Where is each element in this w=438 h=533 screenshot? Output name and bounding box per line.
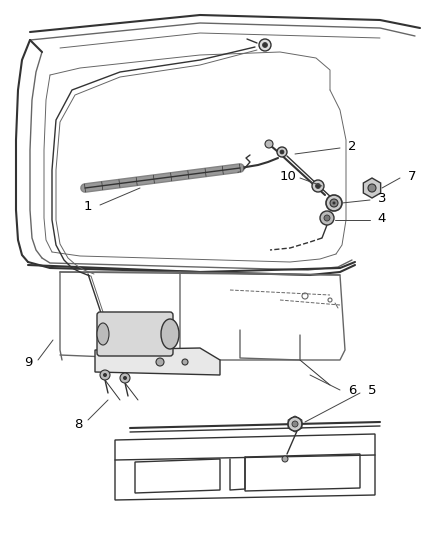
Circle shape — [120, 373, 130, 383]
Circle shape — [330, 199, 338, 207]
Polygon shape — [95, 348, 220, 375]
Circle shape — [277, 147, 287, 157]
Text: 9: 9 — [24, 357, 32, 369]
Text: 8: 8 — [74, 417, 82, 431]
Text: 5: 5 — [368, 384, 376, 397]
Circle shape — [332, 201, 336, 205]
Circle shape — [262, 43, 268, 47]
Circle shape — [103, 373, 107, 377]
Circle shape — [292, 421, 298, 427]
Text: 7: 7 — [408, 171, 416, 183]
Circle shape — [156, 358, 164, 366]
Text: 10: 10 — [279, 169, 297, 182]
Circle shape — [282, 456, 288, 462]
Circle shape — [315, 183, 321, 189]
Circle shape — [123, 376, 127, 380]
Text: 2: 2 — [348, 141, 356, 154]
Circle shape — [265, 140, 273, 148]
Circle shape — [326, 195, 342, 211]
Circle shape — [288, 417, 302, 431]
Ellipse shape — [97, 323, 109, 345]
Circle shape — [320, 211, 334, 225]
Text: 1: 1 — [84, 200, 92, 214]
Text: 3: 3 — [378, 192, 386, 206]
Circle shape — [368, 184, 376, 192]
Circle shape — [182, 359, 188, 365]
Circle shape — [312, 180, 324, 192]
Text: 4: 4 — [378, 212, 386, 224]
Circle shape — [259, 39, 271, 51]
Ellipse shape — [161, 319, 179, 349]
Text: 6: 6 — [348, 384, 356, 397]
Circle shape — [324, 215, 330, 221]
Circle shape — [280, 150, 284, 154]
Polygon shape — [364, 178, 381, 198]
FancyBboxPatch shape — [97, 312, 173, 356]
Circle shape — [100, 370, 110, 380]
